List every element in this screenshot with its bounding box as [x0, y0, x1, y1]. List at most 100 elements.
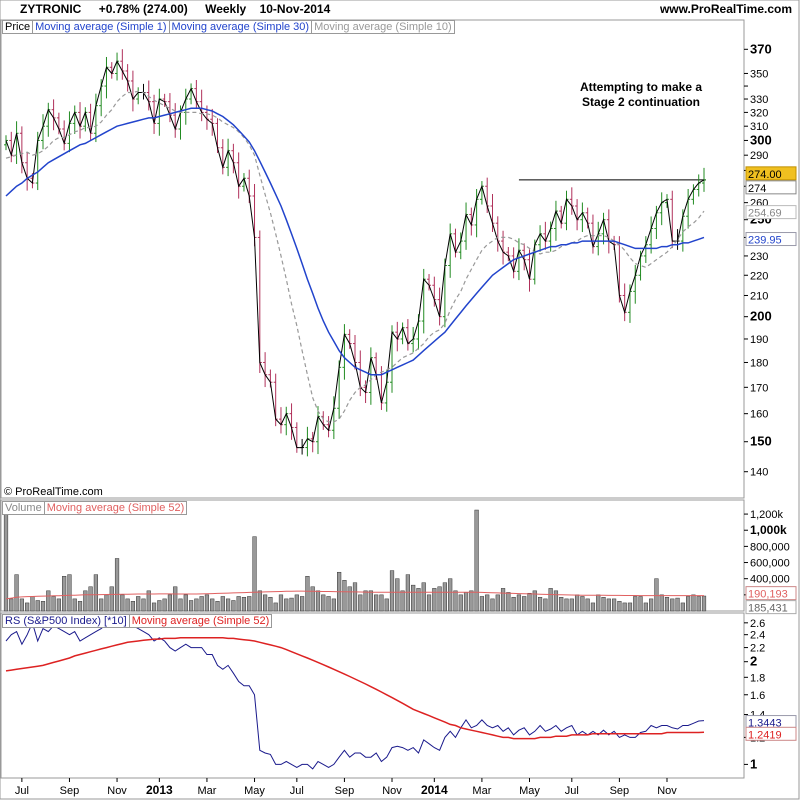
volume-bar: [374, 594, 379, 612]
volume-bar: [437, 586, 442, 612]
site-link[interactable]: www.ProRealTime.com: [659, 2, 792, 16]
x-tick-label: Nov: [382, 785, 402, 797]
header-bar: ZYTRONIC +0.78% (274.00) Weekly 10-Nov-2…: [20, 2, 330, 18]
volume-bar: [188, 600, 194, 612]
volume-bar: [395, 578, 400, 612]
legend-rs[interactable]: RS (S&P500 Index) [*10]: [2, 614, 129, 628]
volume-bar: [88, 586, 93, 612]
volume-bar: [680, 602, 685, 612]
volume-bar: [649, 598, 654, 612]
volume-bar: [215, 601, 220, 612]
x-tick-label: Sep: [60, 785, 80, 797]
volume-bar: [389, 570, 395, 612]
legend-price[interactable]: Price: [2, 20, 33, 34]
legend-ma1[interactable]: Moving average (Simple 1): [32, 20, 169, 34]
ma30-last-label-bg: [745, 232, 797, 247]
price-legend: Price Moving average (Simple 1) Moving a…: [2, 20, 455, 34]
volume-bar: [231, 600, 236, 612]
price-tick-label: 300: [750, 132, 772, 147]
volume-bar: [342, 580, 347, 612]
legend-rs-ma52[interactable]: Moving average (Simple 52): [128, 614, 273, 628]
volume-bar: [590, 602, 596, 612]
x-tick-label: Jul: [290, 785, 304, 797]
volume-bar: [643, 602, 648, 612]
volume-bar: [516, 594, 522, 612]
legend-ma30[interactable]: Moving average (Simple 30): [168, 20, 312, 34]
x-tick-label: Sep: [610, 785, 630, 797]
volume-legend: Volume Moving average (Simple 52): [2, 501, 188, 515]
legend-vol-ma52[interactable]: Moving average (Simple 52): [43, 501, 188, 515]
volume-bar: [490, 598, 495, 612]
ma30-last-label: 239.95: [748, 235, 782, 247]
price-tick-label: 200: [750, 309, 772, 324]
volume-bar: [675, 597, 680, 612]
volume-bar: [612, 598, 617, 612]
legend-ma10[interactable]: Moving average (Simple 10): [311, 20, 455, 34]
price-tick-label: 140: [750, 467, 768, 479]
volume-bar: [257, 590, 262, 612]
price-tick-label: 150: [750, 434, 772, 449]
x-tick-label: 2014: [421, 783, 448, 797]
price-tick-label: 170: [750, 382, 768, 394]
price-tick-label: 320: [750, 107, 768, 119]
legend-volume[interactable]: Volume: [2, 501, 44, 515]
volume-bar: [178, 598, 183, 612]
volume-bar: [564, 598, 569, 612]
volume-bar: [379, 594, 384, 612]
volume-bar: [146, 590, 151, 612]
volume-bar: [331, 598, 336, 612]
symbol-name[interactable]: ZYTRONIC: [20, 2, 82, 16]
ma10-last-label-bg: [745, 205, 797, 220]
volume-bar: [701, 595, 707, 612]
x-tick-label: Mar: [197, 785, 216, 797]
volume-bar: [14, 574, 19, 612]
rs-ma52-last-label: 1.2419: [748, 729, 782, 741]
volume-bar: [310, 586, 315, 612]
volume-bar: [300, 596, 305, 612]
ma10-last-label: 254.69: [748, 208, 782, 220]
x-tick-label: Sep: [335, 785, 355, 797]
volume-bar: [67, 574, 72, 612]
x-tick-label: Jul: [15, 785, 29, 797]
vol-ma52-last-label: 190,193: [748, 589, 788, 601]
copyright-text: © ProRealTime.com: [4, 486, 103, 498]
rs-last-label: 1.3443: [748, 718, 782, 730]
change-text: +0.78% (274.00): [98, 2, 188, 16]
rs-line: [5, 616, 705, 770]
vol-last-label-bg: [745, 600, 797, 615]
volume-bar: [273, 602, 278, 612]
volume-bar: [284, 598, 289, 612]
volume-bar: [56, 598, 61, 612]
volume-bar: [167, 594, 173, 612]
vol-last-label: 185,431: [748, 603, 788, 615]
period-text[interactable]: Weekly: [205, 2, 247, 16]
volume-bar: [225, 598, 231, 612]
volume-bar: [532, 590, 537, 612]
volume-bar: [3, 513, 9, 612]
volume-bar: [326, 596, 331, 612]
volume-bar: [553, 590, 559, 612]
volume-bar: [596, 594, 601, 612]
x-tick-label: Nov: [657, 785, 677, 797]
volume-bar: [173, 586, 178, 612]
price-tick-label: 160: [750, 409, 768, 421]
volume-bar: [268, 597, 273, 612]
rs-ma52-line: [5, 637, 705, 740]
x-tick-label: Jul: [565, 785, 579, 797]
volume-bar: [183, 594, 188, 612]
volume-bar: [321, 594, 326, 612]
volume-tick-label: 600,000: [750, 558, 790, 570]
volume-bar: [194, 598, 199, 612]
volume-bar: [522, 596, 527, 612]
volume-bar: [30, 596, 35, 612]
volume-bar: [104, 594, 109, 612]
volume-bar: [585, 598, 590, 612]
volume-bar: [426, 594, 432, 612]
price-axis-label-bg: [745, 180, 797, 195]
price-last-label-bg: [745, 166, 797, 181]
rs-tick-label: 1.6: [750, 690, 765, 702]
volume-bar: [416, 588, 421, 612]
